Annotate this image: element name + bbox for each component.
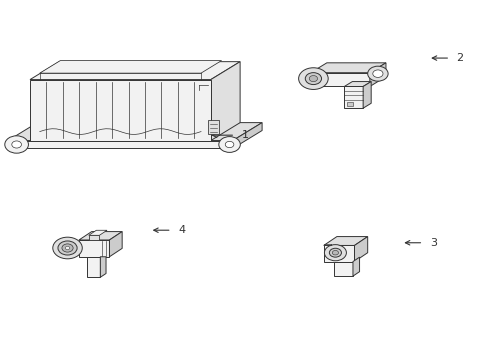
Polygon shape [344,82,371,86]
Polygon shape [40,60,221,73]
Circle shape [62,244,73,252]
Polygon shape [363,82,371,108]
Text: 2: 2 [457,53,464,63]
Circle shape [373,70,383,77]
Polygon shape [344,86,363,108]
Circle shape [225,141,234,148]
Circle shape [219,136,240,152]
Circle shape [298,68,328,89]
Polygon shape [87,257,100,277]
Text: 1: 1 [242,130,248,140]
Circle shape [324,245,346,261]
Polygon shape [311,73,370,86]
Polygon shape [324,246,354,262]
Bar [347,103,353,106]
Polygon shape [324,237,368,246]
Polygon shape [89,230,107,235]
Text: 3: 3 [430,238,437,248]
Circle shape [58,241,77,255]
Polygon shape [79,231,122,240]
Polygon shape [30,80,211,140]
Circle shape [309,76,318,82]
Polygon shape [208,121,219,134]
Polygon shape [233,123,262,148]
Circle shape [65,246,70,249]
Circle shape [368,66,388,81]
Circle shape [53,237,82,259]
Polygon shape [30,62,240,80]
Text: 4: 4 [178,225,185,235]
Polygon shape [79,240,109,257]
Polygon shape [370,63,386,86]
Circle shape [329,248,342,257]
Circle shape [332,251,339,255]
Polygon shape [109,231,122,257]
Polygon shape [353,257,360,276]
Polygon shape [8,123,262,140]
Polygon shape [89,235,99,240]
Polygon shape [211,62,240,140]
Polygon shape [335,262,353,276]
Circle shape [5,136,28,153]
Circle shape [12,141,22,148]
Polygon shape [354,237,368,262]
Polygon shape [8,140,233,148]
Polygon shape [100,257,106,277]
Polygon shape [311,63,386,73]
Circle shape [305,73,321,85]
